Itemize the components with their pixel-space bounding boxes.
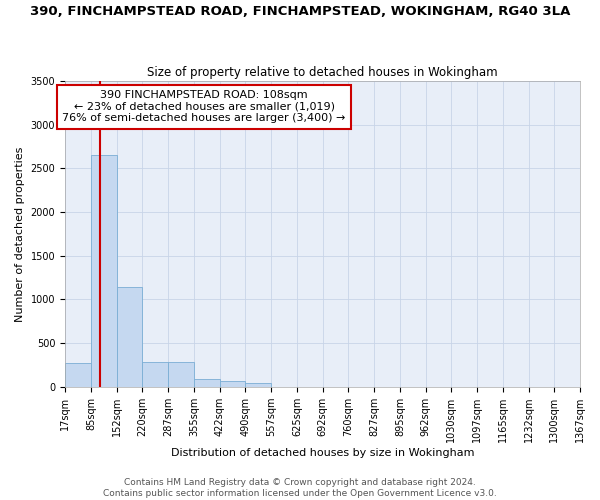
X-axis label: Distribution of detached houses by size in Wokingham: Distribution of detached houses by size … (171, 448, 474, 458)
Bar (220, 382, 245, 386)
Bar (116, 287, 142, 386)
Bar (91, 156, 117, 386)
Bar (65, 363, 91, 386)
Title: Size of property relative to detached houses in Wokingham: Size of property relative to detached ho… (147, 66, 498, 78)
Y-axis label: Number of detached properties: Number of detached properties (15, 146, 25, 322)
Bar (142, 362, 169, 386)
Text: 390, FINCHAMPSTEAD ROAD, FINCHAMPSTEAD, WOKINGHAM, RG40 3LA: 390, FINCHAMPSTEAD ROAD, FINCHAMPSTEAD, … (30, 5, 570, 18)
Bar (245, 383, 271, 386)
Text: 390 FINCHAMPSTEAD ROAD: 108sqm
← 23% of detached houses are smaller (1,019)
76% : 390 FINCHAMPSTEAD ROAD: 108sqm ← 23% of … (62, 90, 346, 124)
Bar (194, 379, 220, 386)
Text: Contains HM Land Registry data © Crown copyright and database right 2024.
Contai: Contains HM Land Registry data © Crown c… (103, 478, 497, 498)
Bar (168, 362, 194, 386)
